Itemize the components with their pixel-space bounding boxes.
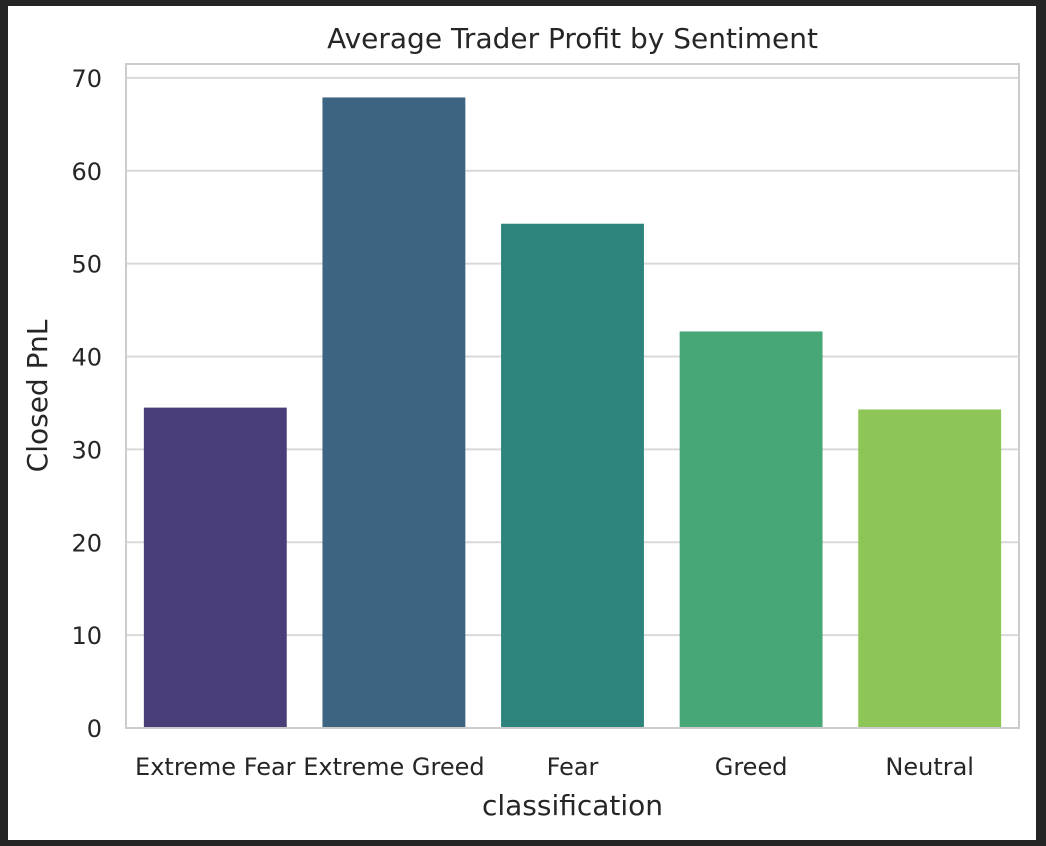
y-tick-label: 10 <box>71 622 102 650</box>
x-tick-label: Greed <box>715 753 788 781</box>
y-axis-label: Closed PnL <box>21 319 54 472</box>
chart-title: Average Trader Profit by Sentiment <box>327 22 818 55</box>
y-tick-label: 0 <box>87 715 102 743</box>
plot-area-border <box>125 63 1020 729</box>
x-tick-label: Extreme Greed <box>303 753 484 781</box>
y-tick-label: 20 <box>71 529 102 557</box>
y-tick-label: 70 <box>71 65 102 93</box>
bars <box>143 97 1002 728</box>
x-axis-label: classification <box>482 789 663 822</box>
x-tick-label: Fear <box>547 753 599 781</box>
bar <box>322 97 466 728</box>
bar <box>858 409 1002 728</box>
bar <box>679 331 823 728</box>
x-tick-label: Extreme Fear <box>135 753 296 781</box>
x-tick-labels: Extreme Fear Extreme Greed Fear Greed Neutra… <box>135 753 974 781</box>
y-tick-label: 50 <box>71 251 102 279</box>
y-tick-label: 60 <box>71 158 102 186</box>
bar <box>501 223 644 728</box>
y-tick-label: 30 <box>71 436 102 464</box>
x-tick-label: Neutral <box>885 753 974 781</box>
y-tick-labels: 0 10 20 30 40 50 60 70 <box>71 65 102 743</box>
y-tick-label: 40 <box>71 344 102 372</box>
bar <box>143 407 287 728</box>
